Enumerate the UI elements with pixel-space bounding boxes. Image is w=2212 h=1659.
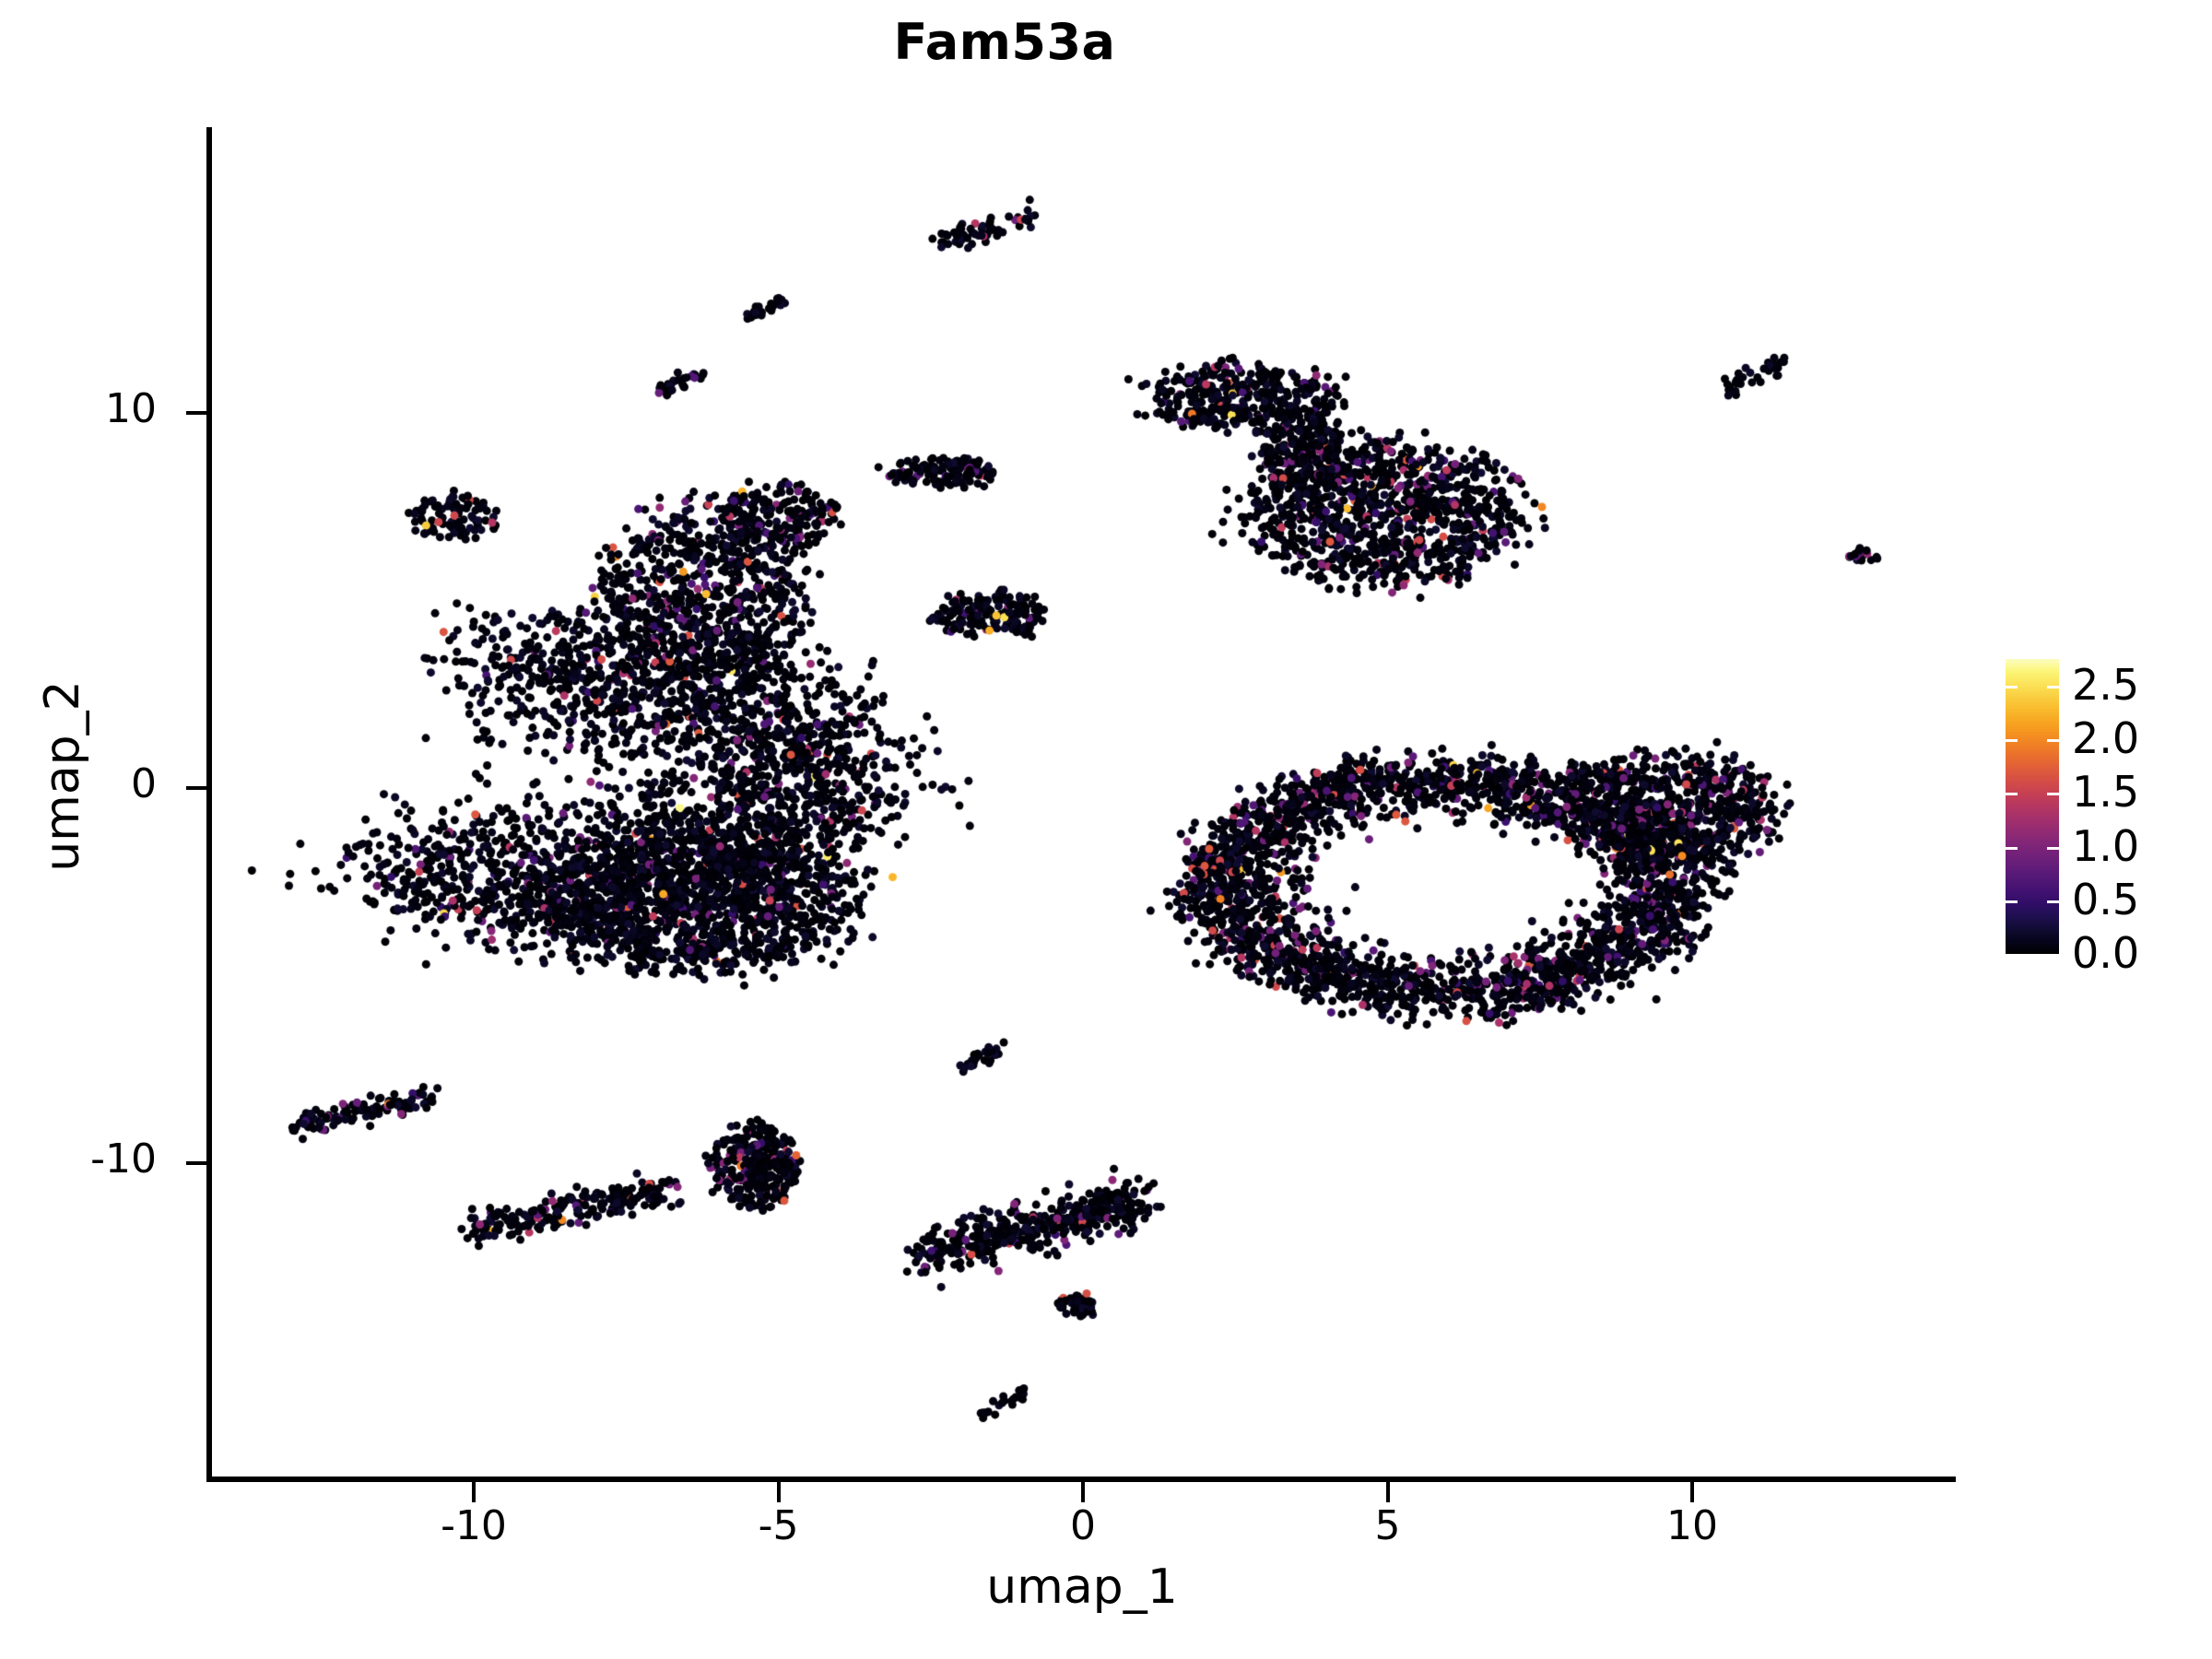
colorbar-tick-label: 0.0 <box>2072 928 2140 978</box>
y-tick-mark <box>186 1161 206 1165</box>
colorbar-tick-mark <box>2047 793 2059 796</box>
x-tick-mark <box>1081 1482 1085 1502</box>
colorbar-tick-label: 1.0 <box>2072 820 2140 871</box>
colorbar-gradient <box>2006 659 2059 954</box>
colorbar-tick-mark <box>2047 900 2059 903</box>
x-tick-mark <box>1690 1482 1694 1502</box>
y-tick-label: 10 <box>105 385 157 432</box>
y-tick-mark <box>186 411 206 415</box>
colorbar-tick-mark <box>2047 846 2059 850</box>
colorbar-tick-mark <box>2006 739 2018 743</box>
colorbar-tick-mark <box>2006 686 2018 689</box>
x-tick-mark <box>776 1482 781 1502</box>
x-tick-mark <box>472 1482 476 1502</box>
x-tick-label: -5 <box>758 1502 799 1549</box>
y-tick-label: -10 <box>90 1135 157 1182</box>
colorbar-tick-label: 1.5 <box>2072 767 2140 818</box>
colorbar-tick-mark <box>2047 739 2059 743</box>
x-axis-label: umap_1 <box>986 1559 1178 1615</box>
page-title: Fam53a <box>893 13 1116 71</box>
scatter-plot-axes[interactable] <box>210 129 1954 1479</box>
y-axis-label: umap_2 <box>35 680 90 872</box>
colorbar-legend[interactable]: 2.5 2.0 1.5 1.0 0.5 0.0 <box>2006 659 2208 978</box>
colorbar-tick-label: 2.5 <box>2072 660 2140 711</box>
colorbar-tick-label: 2.0 <box>2072 713 2140 764</box>
x-tick-label: 0 <box>1070 1502 1096 1549</box>
x-tick-mark <box>1385 1482 1390 1502</box>
x-tick-label: 5 <box>1374 1502 1401 1549</box>
colorbar-tick-mark <box>2047 686 2059 689</box>
colorbar-tick-label: 0.5 <box>2072 874 2140 924</box>
y-tick-label: 0 <box>131 760 157 807</box>
y-tick-mark <box>186 786 206 790</box>
colorbar-tick-mark <box>2006 900 2018 903</box>
scatter-points-layer[interactable] <box>210 129 1954 1479</box>
colorbar-tick-mark <box>2006 954 2018 957</box>
y-axis-spine <box>206 127 212 1482</box>
x-tick-label: -10 <box>441 1502 507 1549</box>
colorbar-tick-mark <box>2047 954 2059 957</box>
colorbar-tick-mark <box>2006 846 2018 850</box>
colorbar-tick-mark <box>2006 793 2018 796</box>
x-tick-label: 10 <box>1666 1502 1718 1549</box>
x-axis-spine <box>206 1477 1956 1482</box>
